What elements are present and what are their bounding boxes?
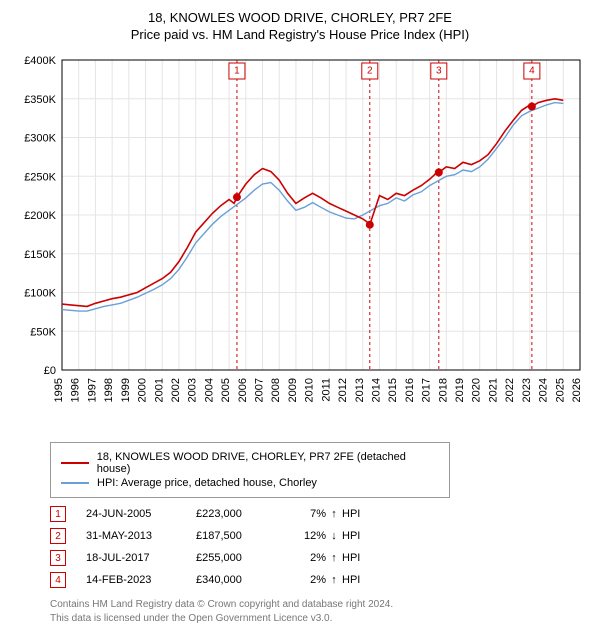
event-date: 14-FEB-2023 [86,574,196,586]
legend-item: HPI: Average price, detached house, Chor… [61,477,439,489]
event-pct: 7% [286,508,326,520]
event-marker-2: 2 [50,528,66,544]
event-hpi-label: HPI [342,552,382,564]
title-address: 18, KNOWLES WOOD DRIVE, CHORLEY, PR7 2FE [10,10,590,25]
svg-text:£150K: £150K [24,249,56,261]
svg-text:£400K: £400K [24,55,56,67]
legend: 18, KNOWLES WOOD DRIVE, CHORLEY, PR7 2FE… [50,442,450,498]
footer-line: Contains HM Land Registry data © Crown c… [50,598,590,612]
svg-text:2018: 2018 [437,378,449,402]
svg-text:£50K: £50K [30,326,56,338]
svg-text:2017: 2017 [421,378,433,402]
svg-text:2004: 2004 [203,378,215,402]
svg-text:2001: 2001 [153,378,165,402]
chart-svg: £0 £50K £100K £150K £200K £250K £300K £350K £400… [10,50,590,430]
svg-text:2003: 2003 [187,378,199,402]
svg-text:2009: 2009 [287,378,299,402]
svg-text:2022: 2022 [504,378,516,402]
svg-text:£250K: £250K [24,171,56,183]
event-pct: 2% [286,552,326,564]
svg-text:£200K: £200K [24,210,56,222]
svg-text:2007: 2007 [254,378,266,402]
legend-swatch [61,482,89,484]
svg-text:£100K: £100K [24,288,56,300]
svg-text:2002: 2002 [170,378,182,402]
legend-swatch [61,462,89,464]
svg-text:1999: 1999 [120,378,132,402]
svg-text:2016: 2016 [404,378,416,402]
event-hpi-label: HPI [342,574,382,586]
event-price: £340,000 [196,574,286,586]
svg-text:2026: 2026 [571,378,583,402]
footer-attribution: Contains HM Land Registry data © Crown c… [50,598,590,626]
event-date: 24-JUN-2005 [86,508,196,520]
svg-text:2015: 2015 [387,378,399,402]
svg-text:1: 1 [234,66,240,77]
price-chart: £0 £50K £100K £150K £200K £250K £300K £350K £400… [10,50,590,430]
arrow-up-icon: ↑ [326,552,342,564]
event-row: 4 14-FEB-2023 £340,000 2% ↑ HPI [50,572,590,588]
event-date: 31-MAY-2013 [86,530,196,542]
legend-label: 18, KNOWLES WOOD DRIVE, CHORLEY, PR7 2FE… [97,451,439,475]
event-row: 1 24-JUN-2005 £223,000 7% ↑ HPI [50,506,590,522]
title-subtitle: Price paid vs. HM Land Registry's House … [10,27,590,42]
svg-text:3: 3 [436,66,442,77]
svg-text:4: 4 [529,66,535,77]
svg-text:1995: 1995 [53,378,65,402]
svg-text:2024: 2024 [538,378,550,402]
event-hpi-label: HPI [342,508,382,520]
svg-text:2012: 2012 [337,378,349,402]
svg-text:£0: £0 [44,365,56,377]
svg-text:2025: 2025 [554,378,566,402]
event-price: £187,500 [196,530,286,542]
event-pct: 2% [286,574,326,586]
svg-text:2021: 2021 [487,378,499,402]
event-pct: 12% [286,530,326,542]
svg-text:2005: 2005 [220,378,232,402]
svg-text:2013: 2013 [354,378,366,402]
svg-text:2006: 2006 [237,378,249,402]
arrow-up-icon: ↑ [326,508,342,520]
svg-text:2011: 2011 [320,378,332,402]
event-row: 3 18-JUL-2017 £255,000 2% ↑ HPI [50,550,590,566]
chart-title-block: 18, KNOWLES WOOD DRIVE, CHORLEY, PR7 2FE… [10,10,590,42]
svg-text:2000: 2000 [137,378,149,402]
legend-item: 18, KNOWLES WOOD DRIVE, CHORLEY, PR7 2FE… [61,451,439,475]
svg-text:2010: 2010 [304,378,316,402]
event-marker-4: 4 [50,572,66,588]
event-hpi-label: HPI [342,530,382,542]
event-price: £223,000 [196,508,286,520]
svg-text:£350K: £350K [24,94,56,106]
event-marker-3: 3 [50,550,66,566]
svg-text:2019: 2019 [454,378,466,402]
legend-label: HPI: Average price, detached house, Chor… [97,477,317,489]
events-table: 1 24-JUN-2005 £223,000 7% ↑ HPI 2 31-MAY… [50,506,590,588]
svg-text:2014: 2014 [370,378,382,402]
svg-text:2: 2 [367,66,373,77]
event-date: 18-JUL-2017 [86,552,196,564]
svg-text:2023: 2023 [521,378,533,402]
event-marker-1: 1 [50,506,66,522]
footer-line: This data is licensed under the Open Gov… [50,612,590,626]
event-price: £255,000 [196,552,286,564]
svg-text:£300K: £300K [24,133,56,145]
svg-text:1997: 1997 [86,378,98,402]
svg-text:2008: 2008 [270,378,282,402]
svg-text:1998: 1998 [103,378,115,402]
svg-text:1996: 1996 [70,378,82,402]
arrow-down-icon: ↓ [326,530,342,542]
event-row: 2 31-MAY-2013 £187,500 12% ↓ HPI [50,528,590,544]
svg-text:2020: 2020 [471,378,483,402]
arrow-up-icon: ↑ [326,574,342,586]
